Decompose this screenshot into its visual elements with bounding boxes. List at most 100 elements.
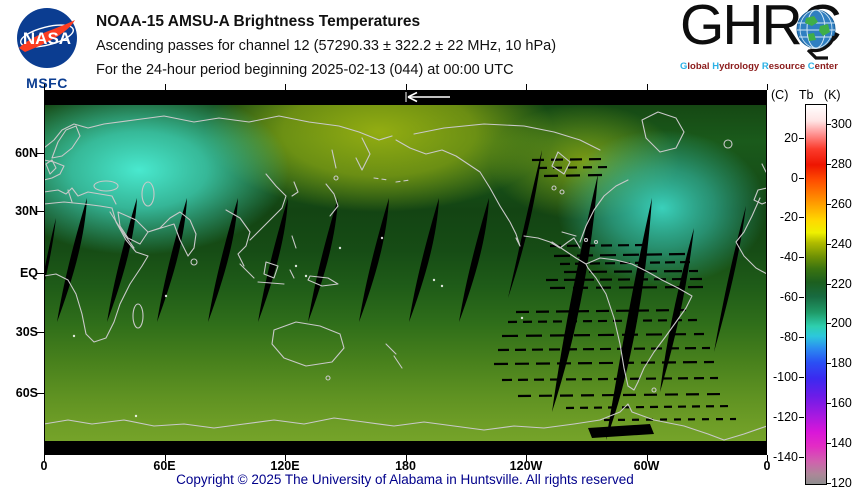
svg-text:NASA: NASA (23, 29, 71, 48)
x-axis-tick-bottom (285, 455, 286, 461)
south-polar-band (44, 441, 767, 455)
nasa-meatball-icon: NASA (17, 8, 77, 68)
x-axis-tick-bottom (767, 455, 768, 461)
x-axis-tick-bottom (405, 455, 407, 461)
map-canvas (44, 90, 767, 455)
colorbar-celsius-tick (799, 337, 804, 339)
x-axis-label: 180 (395, 459, 416, 473)
y-axis-label: 60S (15, 386, 38, 400)
x-axis-label: 60W (633, 459, 660, 473)
y-axis-label: EQ (19, 266, 38, 280)
colorbar-celsius-tick (799, 297, 804, 299)
colorbar-kelvin-tick (826, 443, 831, 445)
y-axis-tick (37, 332, 44, 333)
ghrc-caption: Global Hydrology Resource Center (680, 61, 838, 72)
nasa-logo-block: NASA MSFC (12, 6, 82, 91)
x-axis-label: 120E (270, 459, 300, 473)
x-axis-tick-top (767, 84, 768, 90)
x-axis-tick-bottom (44, 455, 45, 461)
x-axis-tick-bottom (526, 455, 527, 461)
colorbar-kelvin-label: 260 (831, 196, 852, 211)
cold-cyan-scandinavia (44, 90, 289, 255)
subtitle-period: For the 24-hour period beginning 2025-02… (96, 62, 514, 78)
colorbar-kelvin-tick (826, 323, 831, 325)
ghrc-caption-word: ydrology (719, 61, 762, 72)
x-axis-tick-bottom (646, 455, 648, 461)
colorbar-kelvin-label: 280 (831, 156, 852, 171)
colorbar-celsius-tick (799, 257, 804, 259)
page-title: NOAA-15 AMSU-A Brightness Temperatures (96, 13, 421, 30)
colorbar-unit-k: (K) (823, 88, 841, 102)
colorbar-kelvin-label: 200 (831, 316, 852, 331)
y-axis-tick (37, 211, 44, 212)
title-block: NOAA-15 AMSU-A Brightness Temperatures A… (96, 10, 666, 82)
ghrc-caption-word: lobal (687, 61, 713, 72)
x-axis-tick-top (44, 84, 45, 90)
ghrc-caption-initial: G (680, 61, 688, 72)
y-axis-label: 60N (15, 146, 38, 160)
x-axis-label: 0 (40, 459, 48, 473)
colorbar-kelvin-tick (826, 483, 831, 484)
x-axis-tick-bottom (164, 455, 166, 461)
colorbar-celsius-tick (799, 177, 804, 179)
noise-specks (72, 236, 524, 418)
colorbar-celsius-label: -120 (772, 409, 798, 424)
y-axis-tick (37, 273, 44, 274)
brightness-temperature-map (44, 90, 767, 455)
ghrc-logo-block: G H R C Global Hydrology Resource Center (678, 0, 848, 84)
colorbar-kelvin-label: 240 (831, 236, 852, 251)
ghrc-caption-word: esource (768, 61, 808, 72)
msfc-label: MSFC (26, 75, 68, 91)
x-axis-tick-top (164, 84, 166, 90)
ghrc-globe-icon (796, 9, 836, 60)
x-axis-label: 120W (509, 459, 543, 473)
colorbar-celsius-label: -60 (779, 290, 798, 305)
cold-cyan-greenland (557, 130, 767, 286)
missing-scanlines (493, 157, 737, 422)
colorbar-kelvin-tick (826, 203, 831, 205)
colorbar-celsius-label: -100 (772, 369, 798, 384)
colorbar-kelvin-tick (826, 363, 831, 365)
x-axis-tick-top (405, 84, 407, 90)
colorbar-celsius-tick (799, 456, 804, 458)
colorbar-celsius-tick (799, 376, 804, 378)
colorbar-kelvin-label: 180 (831, 356, 852, 371)
x-axis-label: 0 (763, 459, 771, 473)
colorbar-kelvin-label: 140 (831, 436, 852, 451)
colorbar-unit-c: (C) (771, 88, 789, 102)
colorbar-celsius-tick (799, 137, 804, 139)
colorbar (805, 104, 827, 485)
ghrc-caption-initial: R (761, 61, 769, 72)
ghrc-caption-word: enter (814, 61, 838, 72)
colorbar-celsius-tick (799, 217, 804, 219)
colorbar-kelvin-label: 300 (831, 116, 852, 131)
colorbar-celsius-label: -140 (772, 449, 798, 464)
x-axis-tick-top (526, 84, 527, 90)
colorbar-celsius-tick (799, 416, 804, 418)
y-axis-label: 30S (15, 325, 38, 339)
copyright-line: Copyright © 2025 The University of Alaba… (176, 472, 634, 487)
ghrc-caption-initial: H (712, 61, 720, 72)
colorbar-quantity: Tb (798, 88, 814, 102)
colorbar-kelvin-label: 120 (831, 476, 852, 490)
colorbar-celsius-label: 0 (791, 170, 798, 185)
x-axis-tick-top (646, 84, 648, 90)
colorbar-kelvin-tick (826, 243, 831, 245)
colorbar-kelvin-tick (826, 283, 831, 285)
x-axis-tick-top (285, 84, 286, 90)
colorbar-kelvin-label: 160 (831, 396, 852, 411)
first-pass-arrow-icon (405, 91, 450, 103)
map-border (44, 90, 767, 455)
colorbar-kelvin-label: 220 (831, 276, 852, 291)
y-axis-label: 30N (15, 204, 38, 218)
colorbar-kelvin-tick (826, 123, 831, 125)
warm-olive-ne-asia (204, 90, 554, 212)
y-axis-tick (37, 393, 44, 394)
colorbar-celsius-label: 20 (784, 130, 798, 145)
colorbar-header: (C) Tb (K) (771, 88, 854, 102)
colorbar-celsius-label: -80 (779, 330, 798, 345)
colorbar-kelvin-tick (826, 163, 831, 165)
colorbar-kelvin-tick (826, 403, 831, 405)
ghrc-caption-initial: C (807, 61, 815, 72)
